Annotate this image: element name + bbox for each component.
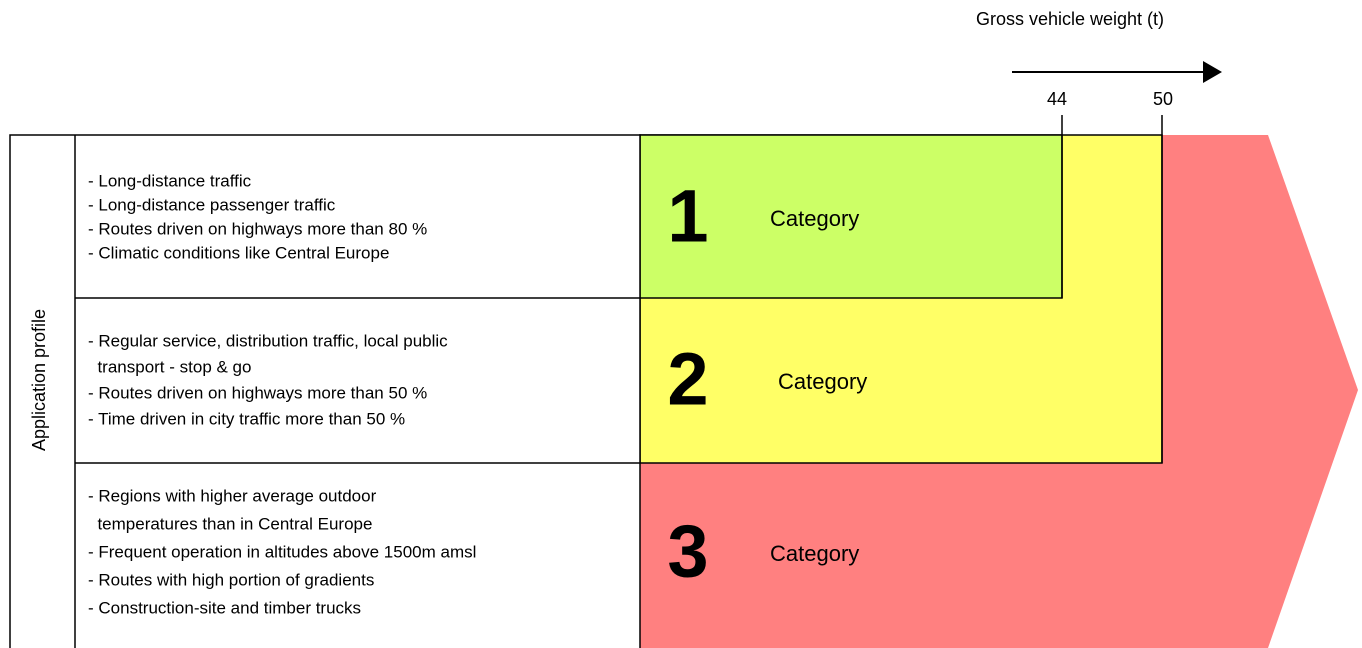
category-number: 3 (667, 510, 708, 593)
profile-line: - Regular service, distribution traffic,… (88, 331, 448, 350)
profile-line: - Frequent operation in altitudes above … (88, 542, 476, 561)
tick-label: 44 (1047, 89, 1067, 109)
axis-label: Gross vehicle weight (t) (976, 9, 1164, 29)
profile-line: - Routes with high portion of gradients (88, 570, 374, 589)
profile-line: - Regions with higher average outdoor (88, 486, 377, 505)
table-frame (9, 134, 641, 648)
profile-line: - Long-distance passenger traffic (88, 195, 336, 214)
tick-label: 50 (1153, 89, 1173, 109)
category-number: 2 (667, 338, 708, 421)
profile-line: - Long-distance traffic (88, 171, 252, 190)
profile-line: transport - stop & go (88, 357, 251, 376)
profile-line: - Time driven in city traffic more than … (88, 409, 405, 428)
arrow-head (1203, 61, 1222, 83)
profile-line: - Construction-site and timber trucks (88, 598, 361, 617)
category-label: Category (778, 369, 867, 394)
category-number: 1 (667, 175, 708, 258)
side-label: Application profile (29, 309, 49, 451)
profile-line: temperatures than in Central Europe (88, 514, 372, 533)
profile-line: - Routes driven on highways more than 50… (88, 383, 427, 402)
category-label: Category (770, 541, 859, 566)
profile-line: - Climatic conditions like Central Europ… (88, 243, 389, 262)
category-1-area (639, 134, 1063, 299)
category-label: Category (770, 206, 859, 231)
profile-line: - Routes driven on highways more than 80… (88, 219, 427, 238)
